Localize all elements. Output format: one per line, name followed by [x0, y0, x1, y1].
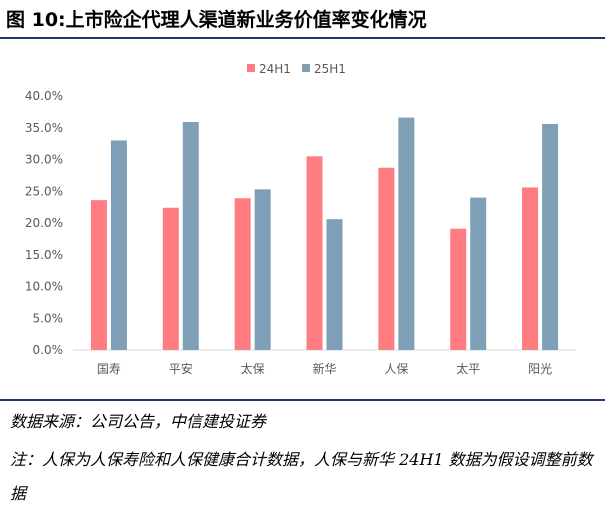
data-source: 数据来源：公司公告，中信建投证券: [10, 412, 267, 431]
figure-title: 图 10:上市险企代理人渠道新业务价值率变化情况: [6, 9, 427, 31]
source-rule: [0, 399, 605, 401]
y-tick-label: 0.0%: [33, 343, 64, 357]
bar-25h1-3: [326, 219, 343, 350]
bar-25h1-0: [110, 140, 127, 350]
x-tick-label: 阳光: [528, 362, 552, 376]
y-tick-label: 25.0%: [25, 184, 63, 198]
x-axis: 国寿 平安 太保 新华 人保 太平 阳光: [73, 349, 576, 376]
x-tick-label: 太平: [456, 361, 480, 376]
bar-24h1-1: [162, 207, 179, 350]
x-tick-label: 人保: [384, 362, 408, 376]
y-tick-label: 30.0%: [25, 153, 63, 167]
title-rule: [0, 37, 605, 39]
bar-24h1-5: [450, 228, 467, 350]
x-tick-label: 平安: [169, 361, 193, 376]
chart-legend: 24H1 25H1: [247, 62, 346, 76]
bar-24h1-2: [234, 198, 251, 350]
y-axis: 0.0% 5.0% 10.0% 15.0% 20.0% 25.0% 30.0% 35.0% 40…: [25, 89, 63, 357]
bar-24h1-4: [378, 167, 395, 350]
bar-25h1-4: [398, 117, 415, 350]
legend-swatch: [247, 64, 255, 72]
bar-series: [90, 117, 559, 350]
y-tick-label: 15.0%: [25, 248, 63, 262]
legend-label: 25H1: [314, 62, 346, 76]
chart-note: 注：人保为人保寿险和人保健康合计数据，人保与新华 24H1 数据为假设调整前数据: [10, 450, 593, 503]
bar-24h1-6: [522, 187, 539, 350]
legend-label: 24H1: [259, 62, 291, 76]
bar-25h1-5: [470, 197, 487, 350]
bar-24h1-3: [306, 156, 323, 350]
bar-25h1-6: [542, 123, 559, 350]
bar-24h1-0: [90, 200, 107, 350]
y-tick-label: 40.0%: [25, 89, 63, 103]
y-tick-label: 35.0%: [25, 121, 63, 135]
x-tick-label: 新华: [312, 361, 336, 376]
y-tick-label: 10.0%: [25, 280, 63, 294]
legend-swatch: [302, 64, 310, 72]
x-tick-label: 国寿: [97, 362, 121, 376]
bar-chart: 24H1 25H1 0.0% 5.0% 10.0% 15.0% 20.0% 25.0% 30.…: [25, 62, 576, 376]
y-tick-label: 5.0%: [33, 311, 64, 325]
x-tick-label: 太保: [241, 361, 265, 376]
y-tick-label: 20.0%: [25, 216, 63, 230]
bar-25h1-2: [254, 189, 271, 350]
bar-25h1-1: [182, 122, 199, 350]
